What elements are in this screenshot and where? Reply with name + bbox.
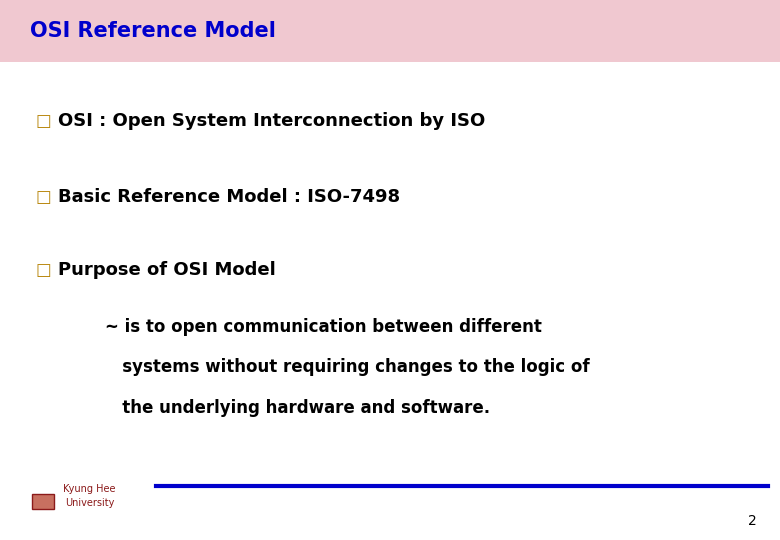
Text: □: □ (35, 261, 51, 279)
Text: Kyung Hee
University: Kyung Hee University (63, 484, 116, 508)
Text: OSI Reference Model: OSI Reference Model (30, 21, 275, 42)
Text: systems without requiring changes to the logic of: systems without requiring changes to the… (105, 358, 590, 376)
Text: Purpose of OSI Model: Purpose of OSI Model (58, 261, 276, 279)
Text: 2: 2 (748, 514, 757, 528)
Text: □: □ (35, 188, 51, 206)
Bar (0, 0, 780, 62)
Text: ~ is to open communication between different: ~ is to open communication between diffe… (105, 318, 542, 336)
Text: the underlying hardware and software.: the underlying hardware and software. (105, 399, 491, 417)
Text: OSI : Open System Interconnection by ISO: OSI : Open System Interconnection by ISO (58, 112, 486, 131)
Text: Basic Reference Model : ISO-7498: Basic Reference Model : ISO-7498 (58, 188, 401, 206)
Text: □: □ (35, 112, 51, 131)
Bar (32, 494, 54, 509)
